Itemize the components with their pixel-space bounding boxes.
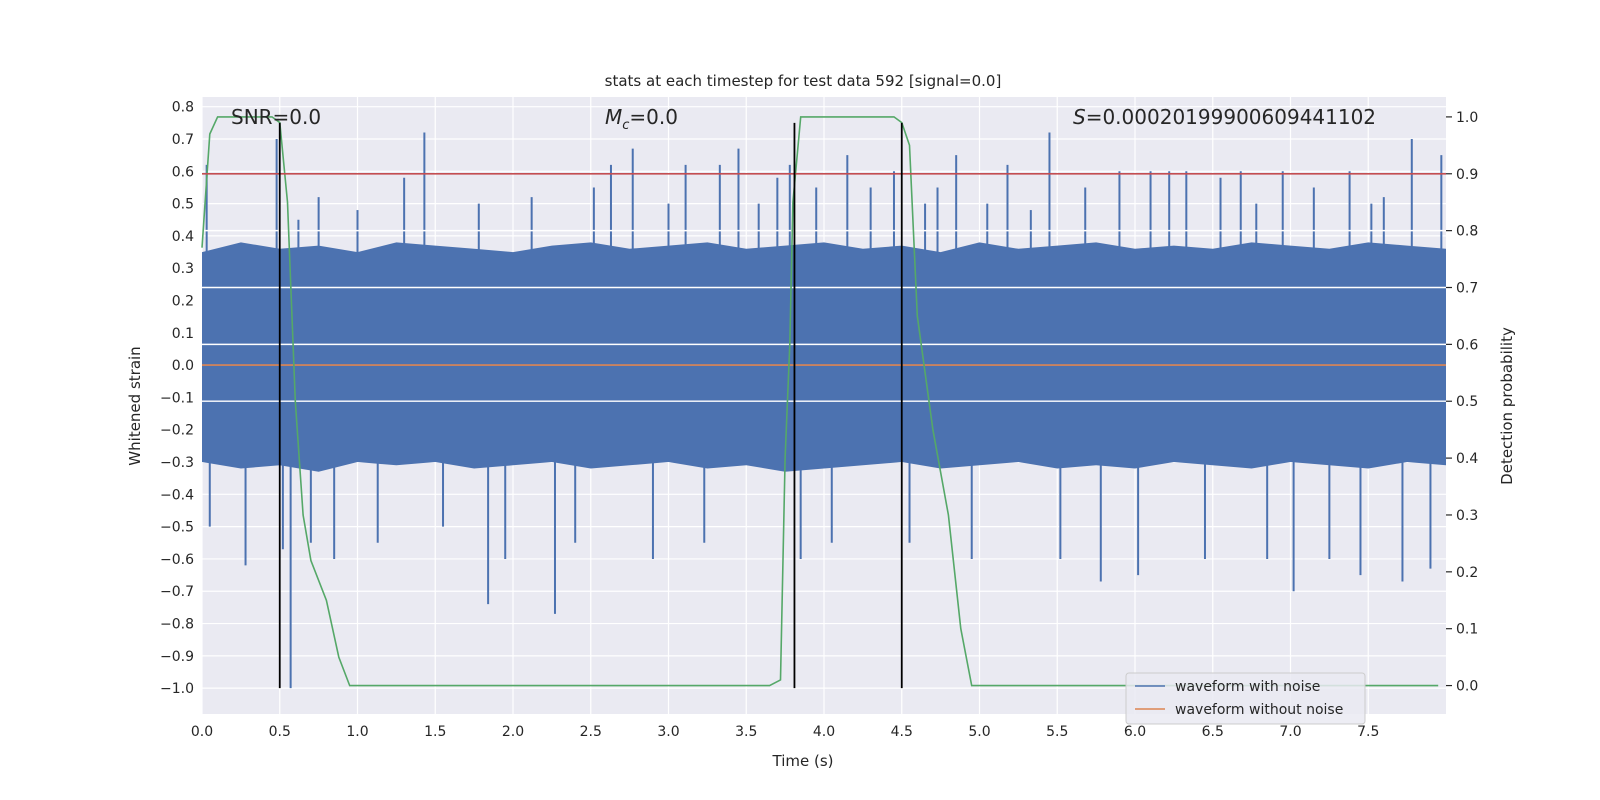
legend-label-clean: waveform without noise xyxy=(1175,702,1343,718)
x-tick-label: 4.5 xyxy=(891,724,913,740)
x-tick-label: 2.5 xyxy=(580,724,602,740)
x-tick-label: 6.0 xyxy=(1124,724,1146,740)
left-tick-label: −0.2 xyxy=(160,423,194,439)
right-tick-label: 0.2 xyxy=(1456,565,1478,581)
x-tick-label: 5.5 xyxy=(1046,724,1068,740)
chart-title: stats at each timestep for test data 592… xyxy=(605,72,1002,90)
right-tick-label: 0.8 xyxy=(1456,224,1478,240)
x-tick-label: 7.0 xyxy=(1279,724,1301,740)
right-tick-label: 0.3 xyxy=(1456,508,1478,524)
right-tick-label: 0.9 xyxy=(1456,167,1478,183)
mc-symbol: M xyxy=(605,105,622,129)
s-value: =0.00020199900609441102 xyxy=(1086,105,1376,129)
noise-band xyxy=(202,242,1446,472)
left-tick-label: −0.6 xyxy=(160,552,194,568)
left-tick-label: 0.6 xyxy=(172,164,194,180)
x-tick-label: 4.0 xyxy=(813,724,835,740)
right-tick-label: 0.1 xyxy=(1456,622,1478,638)
x-tick-label: 6.5 xyxy=(1202,724,1224,740)
s-annotation: S=0.00020199900609441102 xyxy=(1073,105,1376,129)
x-axis-ticks: 0.0 0.5 1.0 1.5 2.0 2.5 3.0 3.5 4.0 4.5 5.0 5.5 6.0 6… xyxy=(191,724,1380,740)
right-tick-label: 1.0 xyxy=(1456,110,1478,126)
x-tick-label: 3.5 xyxy=(735,724,757,740)
left-tick-label: −0.3 xyxy=(160,455,194,471)
x-tick-label: 7.5 xyxy=(1357,724,1379,740)
x-tick-label: 0.0 xyxy=(191,724,213,740)
right-tick-label: 0.4 xyxy=(1456,451,1478,467)
x-tick-label: 2.0 xyxy=(502,724,524,740)
x-axis-label: Time (s) xyxy=(772,752,834,770)
snr-annotation: SNR=0.0 xyxy=(231,105,321,129)
right-tick-label: 0.5 xyxy=(1456,394,1478,410)
left-tick-label: 0.7 xyxy=(172,132,194,148)
right-tick-label: 0.6 xyxy=(1456,337,1478,353)
mc-value: =0.0 xyxy=(629,105,678,129)
left-tick-label: 0.4 xyxy=(172,229,194,245)
left-tick-label: 0.5 xyxy=(172,197,194,213)
left-tick-label: −0.1 xyxy=(160,390,194,406)
legend-box xyxy=(1125,672,1366,725)
x-tick-label: 0.5 xyxy=(269,724,291,740)
left-tick-label: 0.0 xyxy=(172,358,194,374)
x-tick-label: 1.0 xyxy=(346,724,368,740)
left-axis-ticks: 0.8 0.7 0.6 0.5 0.4 0.3 0.2 0.1 0.0 −0.1 −0.2 −0.3 −… xyxy=(160,100,194,697)
left-tick-label: 0.8 xyxy=(172,100,194,116)
left-tick-label: 0.3 xyxy=(172,261,194,277)
detection-probability-line xyxy=(201,116,1439,687)
chirp-mass-annotation: Mc=0.0 xyxy=(605,105,678,133)
left-tick-label: −0.9 xyxy=(160,649,194,665)
right-tick-label: 0.0 xyxy=(1456,679,1478,695)
left-tick-label: −0.7 xyxy=(160,584,194,600)
left-tick-label: −0.4 xyxy=(160,487,194,503)
mc-subscript: c xyxy=(622,118,629,133)
x-tick-label: 1.5 xyxy=(424,724,446,740)
left-tick-label: 0.2 xyxy=(172,294,194,310)
y-axis-label: Whitened strain xyxy=(126,346,144,465)
legend: waveform with noise waveform without noi… xyxy=(1125,672,1366,725)
legend-label-noise: waveform with noise xyxy=(1175,679,1320,695)
left-tick-label: 0.1 xyxy=(172,326,194,342)
right-axis-ticks: 1.0 0.9 0.8 0.7 0.6 0.5 0.4 0.3 0.2 0.1 0.0 xyxy=(1446,110,1478,695)
x-tick-label: 5.0 xyxy=(968,724,990,740)
series-lines xyxy=(201,116,1446,687)
right-tick-label: 0.7 xyxy=(1456,281,1478,297)
vertical-markers xyxy=(278,122,903,689)
y2-axis-label: Detection probability xyxy=(1498,327,1516,485)
s-symbol: S xyxy=(1073,105,1086,129)
left-tick-label: −0.8 xyxy=(160,617,194,633)
left-tick-label: −1.0 xyxy=(160,681,194,697)
x-tick-label: 3.0 xyxy=(657,724,679,740)
noise-band-fill xyxy=(202,242,1446,472)
left-tick-label: −0.5 xyxy=(160,520,194,536)
